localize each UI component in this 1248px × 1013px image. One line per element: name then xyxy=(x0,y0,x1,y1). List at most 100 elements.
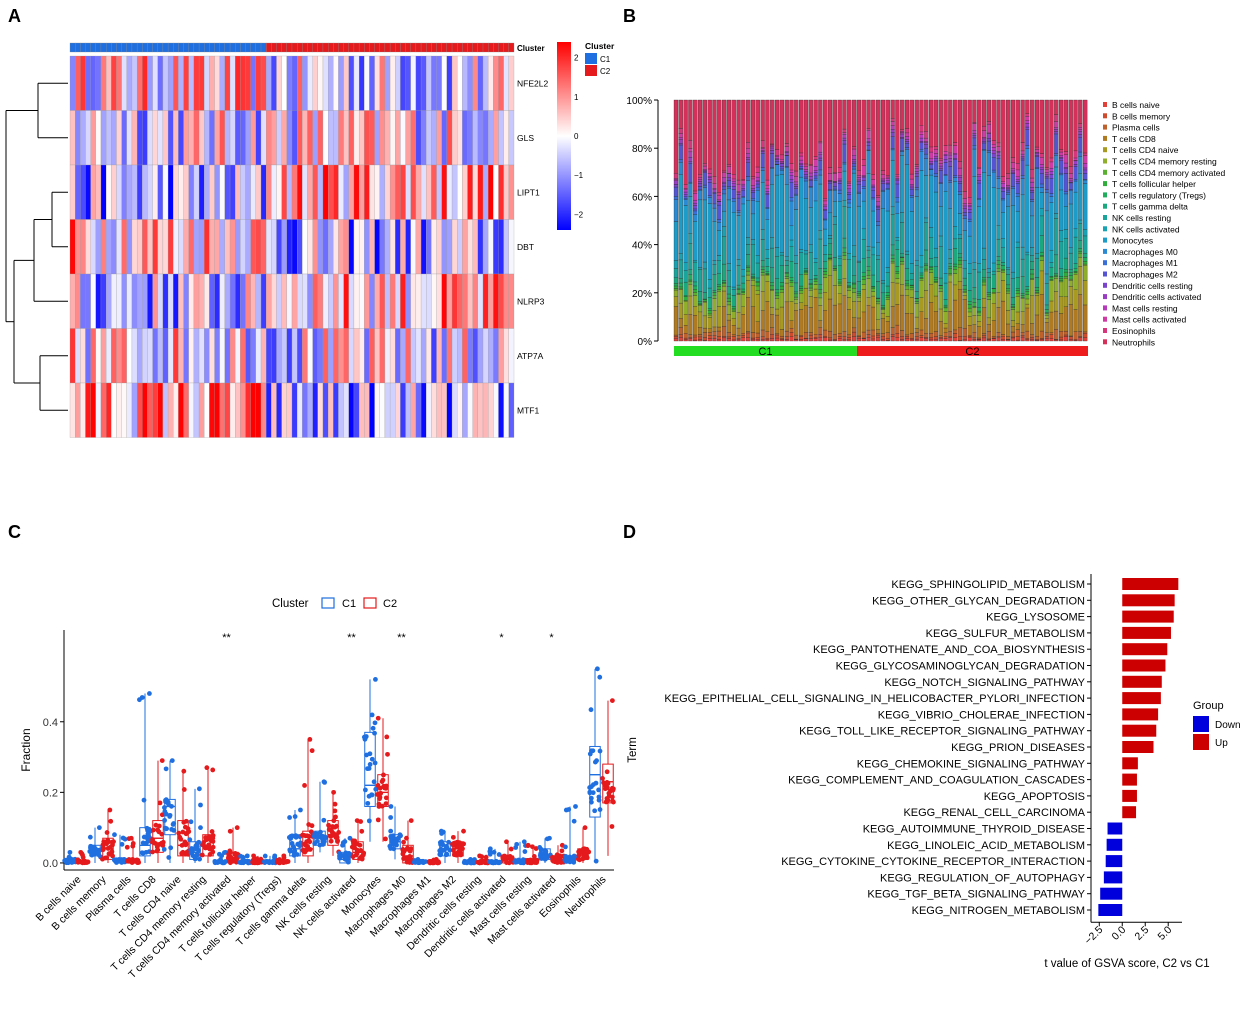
stacked-segment xyxy=(1034,253,1040,259)
data-point xyxy=(234,825,240,831)
stacked-segment xyxy=(1010,170,1016,174)
stacked-segment xyxy=(803,99,809,165)
stacked-segment xyxy=(847,253,852,260)
stacked-segment xyxy=(924,158,929,176)
data-point xyxy=(252,860,258,866)
stacked-segment xyxy=(789,200,794,227)
cluster-annotation-cell xyxy=(100,42,107,53)
stacked-segment xyxy=(981,337,987,342)
cluster-annotation-cell xyxy=(152,42,158,53)
stacked-segment xyxy=(731,308,736,311)
stacked-segment xyxy=(673,221,679,261)
stacked-segment xyxy=(726,166,732,174)
stacked-segment xyxy=(1049,99,1054,159)
y-tick-label: 60% xyxy=(632,192,652,203)
stacked-segment xyxy=(972,123,977,131)
stacked-segment xyxy=(1083,152,1088,156)
heatmap-cell xyxy=(85,382,91,438)
heatmap-cell xyxy=(508,273,515,329)
heatmap-cell xyxy=(307,219,313,275)
heatmap-cell xyxy=(167,164,174,220)
stacked-segment xyxy=(981,99,987,127)
legend-label: B cells memory xyxy=(1112,111,1171,121)
stacked-segment xyxy=(957,264,963,268)
stacked-segment xyxy=(938,235,943,247)
heatmap-cell xyxy=(467,273,473,329)
stacked-segment xyxy=(697,336,703,340)
heatmap-cell xyxy=(116,382,122,438)
stacked-segment xyxy=(871,335,876,340)
heatmap-cell xyxy=(255,219,262,275)
heatmap-cell xyxy=(503,55,509,111)
heatmap-cell xyxy=(198,328,205,384)
heatmap-cell xyxy=(157,328,164,384)
cluster-annotation-cell xyxy=(353,42,360,53)
stacked-segment xyxy=(856,175,862,178)
data-point xyxy=(361,734,367,740)
stacked-segment xyxy=(914,332,919,337)
cluster-annotation-cell xyxy=(167,42,174,53)
stacked-segment xyxy=(770,267,775,283)
heatmap-cell xyxy=(338,273,344,329)
stacked-segment xyxy=(876,201,881,207)
stacked-segment xyxy=(1054,121,1059,128)
stacked-segment xyxy=(813,279,818,282)
stacked-segment xyxy=(712,298,717,311)
heatmap-cell xyxy=(266,382,272,438)
stacked-segment xyxy=(953,266,958,270)
stacked-segment xyxy=(981,335,987,339)
stacked-segment xyxy=(808,180,813,187)
stacked-segment xyxy=(765,193,770,195)
stacked-segment xyxy=(823,310,828,331)
stacked-segment xyxy=(1020,311,1025,325)
stacked-segment xyxy=(1073,99,1078,152)
stacked-segment xyxy=(741,189,746,197)
stacked-segment xyxy=(962,198,967,204)
stacked-segment xyxy=(1010,304,1016,308)
cluster-annotation-cell xyxy=(426,42,432,53)
stacked-segment xyxy=(876,255,881,260)
stacked-segment xyxy=(1058,276,1064,279)
stacked-segment xyxy=(755,99,760,168)
heatmap-cell xyxy=(245,55,251,111)
heatmap-cell xyxy=(317,273,324,329)
stacked-segment xyxy=(904,143,910,148)
stacked-segment xyxy=(972,339,977,342)
stacked-segment xyxy=(842,134,847,139)
stacked-segment xyxy=(967,336,972,338)
legend-label-c2: C2 xyxy=(600,67,611,76)
stacked-segment xyxy=(890,327,895,335)
stacked-segment xyxy=(1001,212,1006,239)
stacked-segment xyxy=(837,193,842,202)
data-point xyxy=(373,786,379,792)
stacked-segment xyxy=(928,284,934,303)
stacked-segment xyxy=(799,309,804,336)
heatmap-cell xyxy=(322,219,329,275)
stacked-segment xyxy=(832,268,837,271)
data-point xyxy=(106,851,112,857)
data-point xyxy=(309,823,315,829)
heatmap-cell xyxy=(126,55,133,111)
stacked-segment xyxy=(948,268,953,274)
heatmap-cell xyxy=(472,273,478,329)
stacked-segment xyxy=(895,273,900,279)
stacked-segment xyxy=(1054,218,1059,256)
stacked-segment xyxy=(933,311,939,332)
stacked-segment xyxy=(799,249,804,253)
stacked-segment xyxy=(803,166,809,170)
stacked-segment xyxy=(1020,298,1025,312)
stacked-segment xyxy=(924,144,929,149)
heatmap-cell xyxy=(271,382,277,438)
stacked-segment xyxy=(986,324,992,332)
stacked-segment xyxy=(943,307,948,312)
stacked-segment xyxy=(909,211,914,264)
stacked-segment xyxy=(991,303,996,321)
cluster-annotation-cell xyxy=(235,42,241,53)
heatmap-cell xyxy=(126,328,133,384)
stacked-segment xyxy=(1030,295,1035,324)
data-point xyxy=(130,857,136,862)
stacked-segment xyxy=(765,219,770,250)
stacked-segment xyxy=(953,226,958,240)
stacked-segment xyxy=(871,295,876,308)
heatmap-cell xyxy=(415,55,422,111)
